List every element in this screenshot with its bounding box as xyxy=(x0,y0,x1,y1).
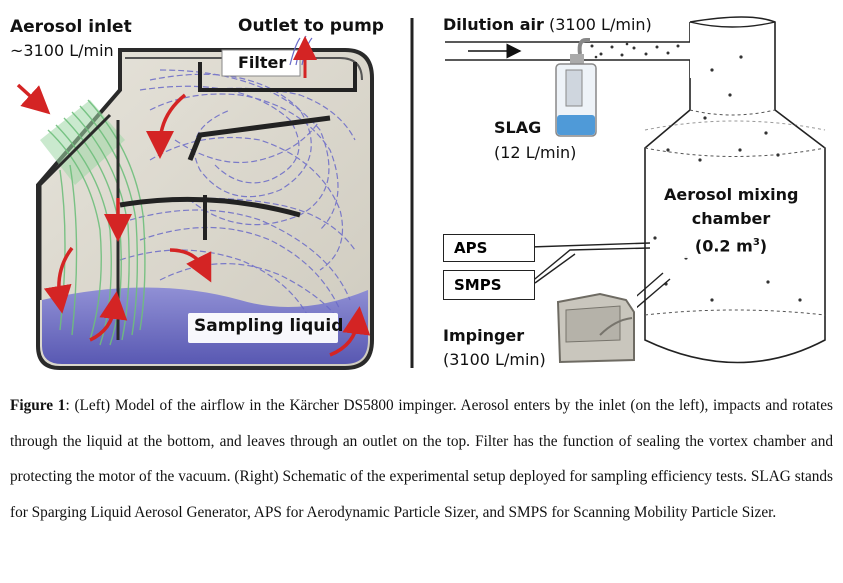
mixing-chamber-line2: chamber xyxy=(691,209,771,228)
figure-caption: Figure 1: (Left) Model of the airflow in… xyxy=(10,388,833,530)
experimental-setup xyxy=(445,16,826,366)
chamber-label-box xyxy=(658,178,803,258)
slag-label: SLAG xyxy=(494,118,542,137)
smps-line xyxy=(529,247,651,284)
aps-label: APS xyxy=(454,239,488,257)
filter-housing xyxy=(198,62,357,92)
divider-plate xyxy=(119,196,301,218)
slag-bottle xyxy=(555,38,597,137)
smps-box: SMPS xyxy=(443,270,535,300)
aerosol-inlet-label: Aerosol inlet xyxy=(10,17,132,37)
figure-1: Aerosol inlet ~3100 L/min Outlet to pump… xyxy=(10,15,826,370)
mixing-chamber-close: ) xyxy=(759,236,768,256)
smps-label: SMPS xyxy=(454,276,502,294)
slag-flow-label: (12 L/min) xyxy=(494,143,577,162)
sampling-liquid-label: Sampling liquid xyxy=(194,316,344,336)
dilution-air-flow: (3100 L/min) xyxy=(549,15,652,34)
dilution-air-label: Dilution air (3100 L/min) xyxy=(443,15,652,34)
impinger-model xyxy=(16,35,374,370)
flow-direction-arrows xyxy=(16,83,371,357)
caption-text: : (Left) Model of the airflow in the Kär… xyxy=(10,397,833,521)
dilution-air-name: Dilution air xyxy=(443,15,544,34)
filter-label-box xyxy=(221,49,301,77)
chamber-particles xyxy=(653,55,802,302)
impinger-thumbnail xyxy=(547,288,637,366)
figure-graphics xyxy=(16,16,826,370)
aps-box: APS xyxy=(443,234,535,262)
impinger-label: Impinger xyxy=(443,326,525,345)
impinger-flow-label: (3100 L/min) xyxy=(443,350,546,369)
mixing-chamber-label: Aerosol mixing chamber (0.2 m3) xyxy=(664,183,799,258)
mixing-chamber-exponent: 3 xyxy=(752,237,760,248)
outlet-nozzle xyxy=(187,115,331,161)
mixing-chamber-line3: (0.2 m3) xyxy=(664,231,798,258)
caption-lead: Figure 1 xyxy=(10,397,66,414)
filter-label: Filter xyxy=(238,53,287,72)
mixing-chamber-line1: Aerosol mixing xyxy=(664,185,799,204)
inlet-flow-label: ~3100 L/min xyxy=(10,41,114,60)
duct-particles xyxy=(590,42,680,59)
mixing-chamber-volume: (0.2 m xyxy=(694,236,753,256)
outlet-label: Outlet to pump xyxy=(238,16,384,36)
sampling-liquid-label-box xyxy=(188,313,338,343)
aps-line xyxy=(529,242,651,248)
